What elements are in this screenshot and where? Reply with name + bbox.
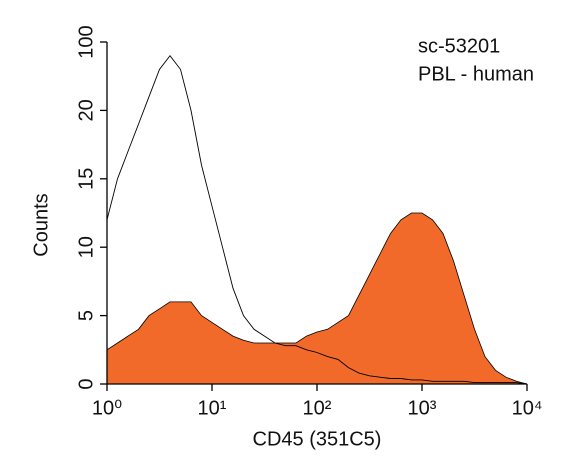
x-tick-label: 10⁴ — [512, 397, 543, 419]
x-tick-label: 10⁰ — [92, 397, 122, 419]
series-line — [106, 54, 528, 385]
y-tick-label: 100 — [75, 25, 97, 58]
x-tick-label: 10³ — [408, 397, 437, 419]
x-axis-label: CD45 (351C5) — [253, 428, 382, 450]
annotation: PBL - human — [418, 63, 534, 85]
annotation: sc-53201 — [418, 35, 500, 57]
series-area — [106, 212, 528, 385]
y-tick-label: 20 — [75, 99, 97, 121]
y-tick-label: 10 — [75, 236, 97, 258]
y-tick-label: 5 — [75, 310, 97, 321]
x-tick-label: 10¹ — [198, 397, 227, 419]
y-tick-label: 0 — [75, 378, 97, 389]
y-axis-label: Counts — [30, 193, 52, 256]
x-tick-label: 10² — [303, 397, 332, 419]
y-tick-label: 15 — [75, 168, 97, 190]
